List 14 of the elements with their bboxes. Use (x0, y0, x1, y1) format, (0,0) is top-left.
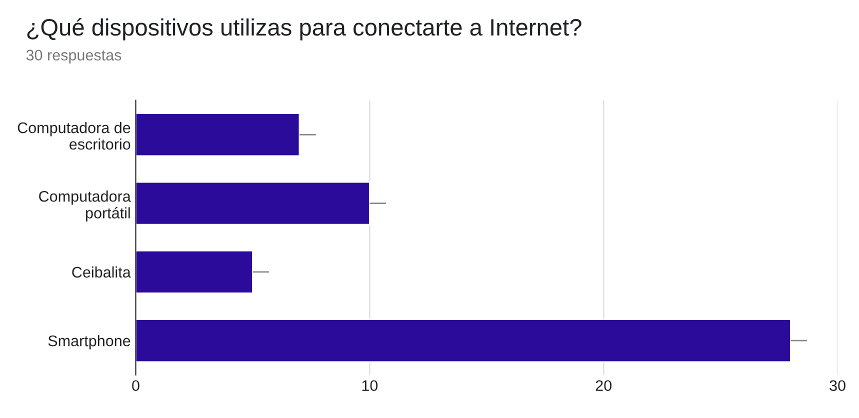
bar (136, 112, 300, 157)
chart-title: ¿Qué dispositivos utilizas para conectarte a Internet? (27, 18, 582, 40)
chart-subtitle: 30 respuestas (26, 50, 122, 64)
y-tick-label: Computadora de escritorio (18, 122, 130, 150)
x-tick-label: 0 (132, 380, 140, 392)
x-tick-label: 20 (596, 380, 612, 392)
x-tick-label: 10 (362, 380, 378, 392)
y-tick-label: Computadora portátil (39, 190, 131, 222)
bar (136, 181, 370, 226)
y-tick-label: Smartphone (48, 335, 130, 350)
bar (136, 250, 254, 294)
y-tick-label: Ceibalita (72, 266, 131, 278)
bar (136, 318, 792, 363)
x-tick-label: 30 (830, 380, 846, 392)
